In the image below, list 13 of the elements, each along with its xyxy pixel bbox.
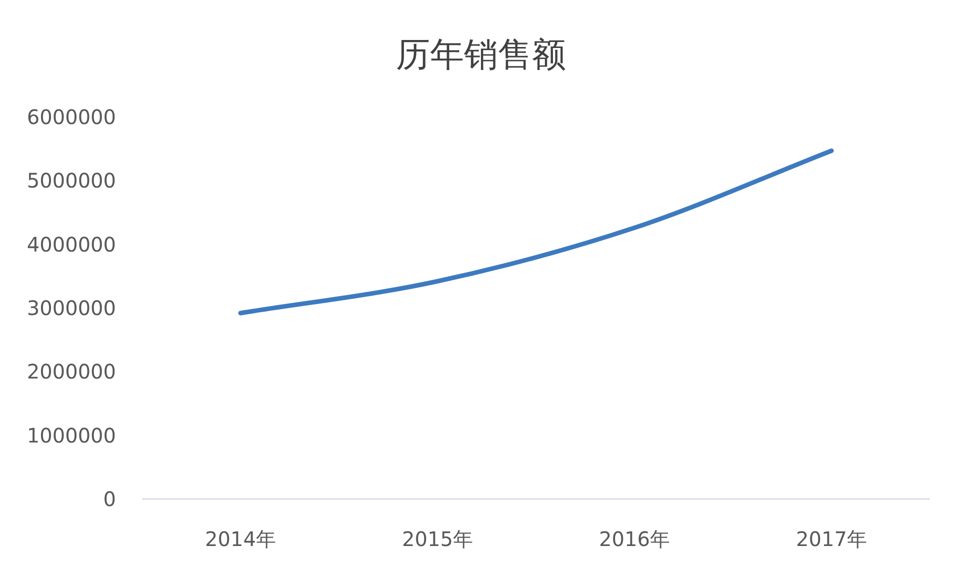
y-tick-label: 2000000 bbox=[26, 360, 116, 384]
y-tick-label: 6000000 bbox=[26, 105, 116, 129]
line-series bbox=[238, 148, 834, 316]
y-tick-label: 4000000 bbox=[26, 232, 116, 256]
x-tick-label: 2017年 bbox=[796, 527, 867, 551]
x-tick-label: 2016年 bbox=[599, 527, 670, 551]
y-tick-label: 5000000 bbox=[26, 168, 116, 193]
chart-title: 历年销售额 bbox=[396, 35, 566, 75]
x-tick-label: 2014年 bbox=[205, 527, 276, 551]
y-tick-label: 0 bbox=[103, 487, 116, 511]
y-tick-label: 3000000 bbox=[26, 296, 116, 320]
x-tick-label: 2015年 bbox=[402, 527, 473, 551]
y-tick-label: 1000000 bbox=[26, 423, 116, 448]
